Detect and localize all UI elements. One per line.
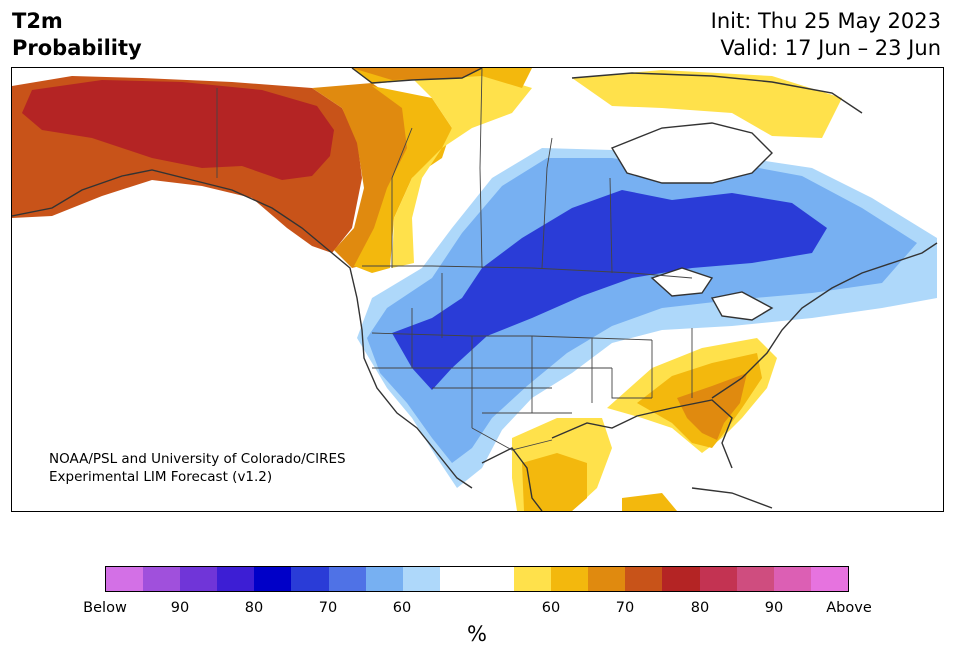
region-above-mid-yukon [312,83,410,268]
region-above-light-bc [354,86,452,273]
credit-line-1: NOAA/PSL and University of Colorado/CIRE… [49,451,346,467]
colorbar-cell [291,567,329,591]
colorbar-cell [254,567,292,591]
init-date: Init: Thu 25 May 2023 [710,9,941,33]
colorbar-cell [773,567,811,591]
colorbar-tick-label: 80 [690,600,710,616]
colorbar-tick-label: 70 [318,600,338,616]
colorbar-cell [699,567,737,591]
title-variable: T2m [12,9,63,33]
map-svg [12,68,938,511]
map-credit: NOAA/PSL and University of Colorado/CIRE… [49,450,346,486]
probability-map: NOAA/PSL and University of Colorado/CIRE… [11,67,944,512]
colorbar-cell [551,567,589,591]
colorbar-cell [476,567,515,591]
title-quantity: Probability [12,36,142,60]
colorbar-tick-label: 90 [764,600,784,616]
colorbar-cell [328,567,366,591]
region-above-mid-southeast [677,373,747,440]
colorbar-cell [143,567,181,591]
colorbar-cell [402,567,440,591]
probability-colorbar [105,566,849,592]
colorbar-cell [439,567,477,591]
colorbar-tick-label: Below [83,600,127,616]
region-above-light-yucatan [622,493,677,511]
valid-range: Valid: 17 Jun – 23 Jun [720,36,941,60]
colorbar-tick-label: Above [826,600,872,616]
colorbar-tick-label: 70 [615,600,635,616]
colorbar-cell [810,567,848,591]
political-borders [216,68,693,451]
colorbar-unit: % [467,622,487,646]
colorbar-cell [106,567,144,591]
colorbar-cell [736,567,774,591]
colorbar-cell [217,567,255,591]
colorbar-tick-label: 60 [541,600,561,616]
region-above-mid-arctic [352,68,482,80]
colorbar-cell [588,567,626,591]
colorbar-tick-label: 60 [392,600,412,616]
great-lakes [652,268,772,320]
region-above-faint-prairie [392,73,532,268]
colorbar-cell [662,567,700,591]
colorbar-cell [625,567,663,591]
credit-line-2: Experimental LIM Forecast (v1.2) [49,469,273,485]
map-title: T2m Probability [12,8,142,62]
region-above-max-alaska [22,80,334,180]
colorbar-tick-label: 80 [244,600,264,616]
coastlines [12,68,938,511]
forecast-dates: Init: Thu 25 May 2023 Valid: 17 Jun – 23… [711,8,941,62]
hudson-bay [612,123,772,183]
colorbar-cell [180,567,218,591]
region-below-strong [392,190,827,390]
colorbar-cell [514,567,552,591]
region-above-light-mexico [522,453,587,511]
colorbar-cell [365,567,403,591]
region-above-faint-arctic [572,70,842,138]
colorbar-tick-label: 90 [170,600,190,616]
